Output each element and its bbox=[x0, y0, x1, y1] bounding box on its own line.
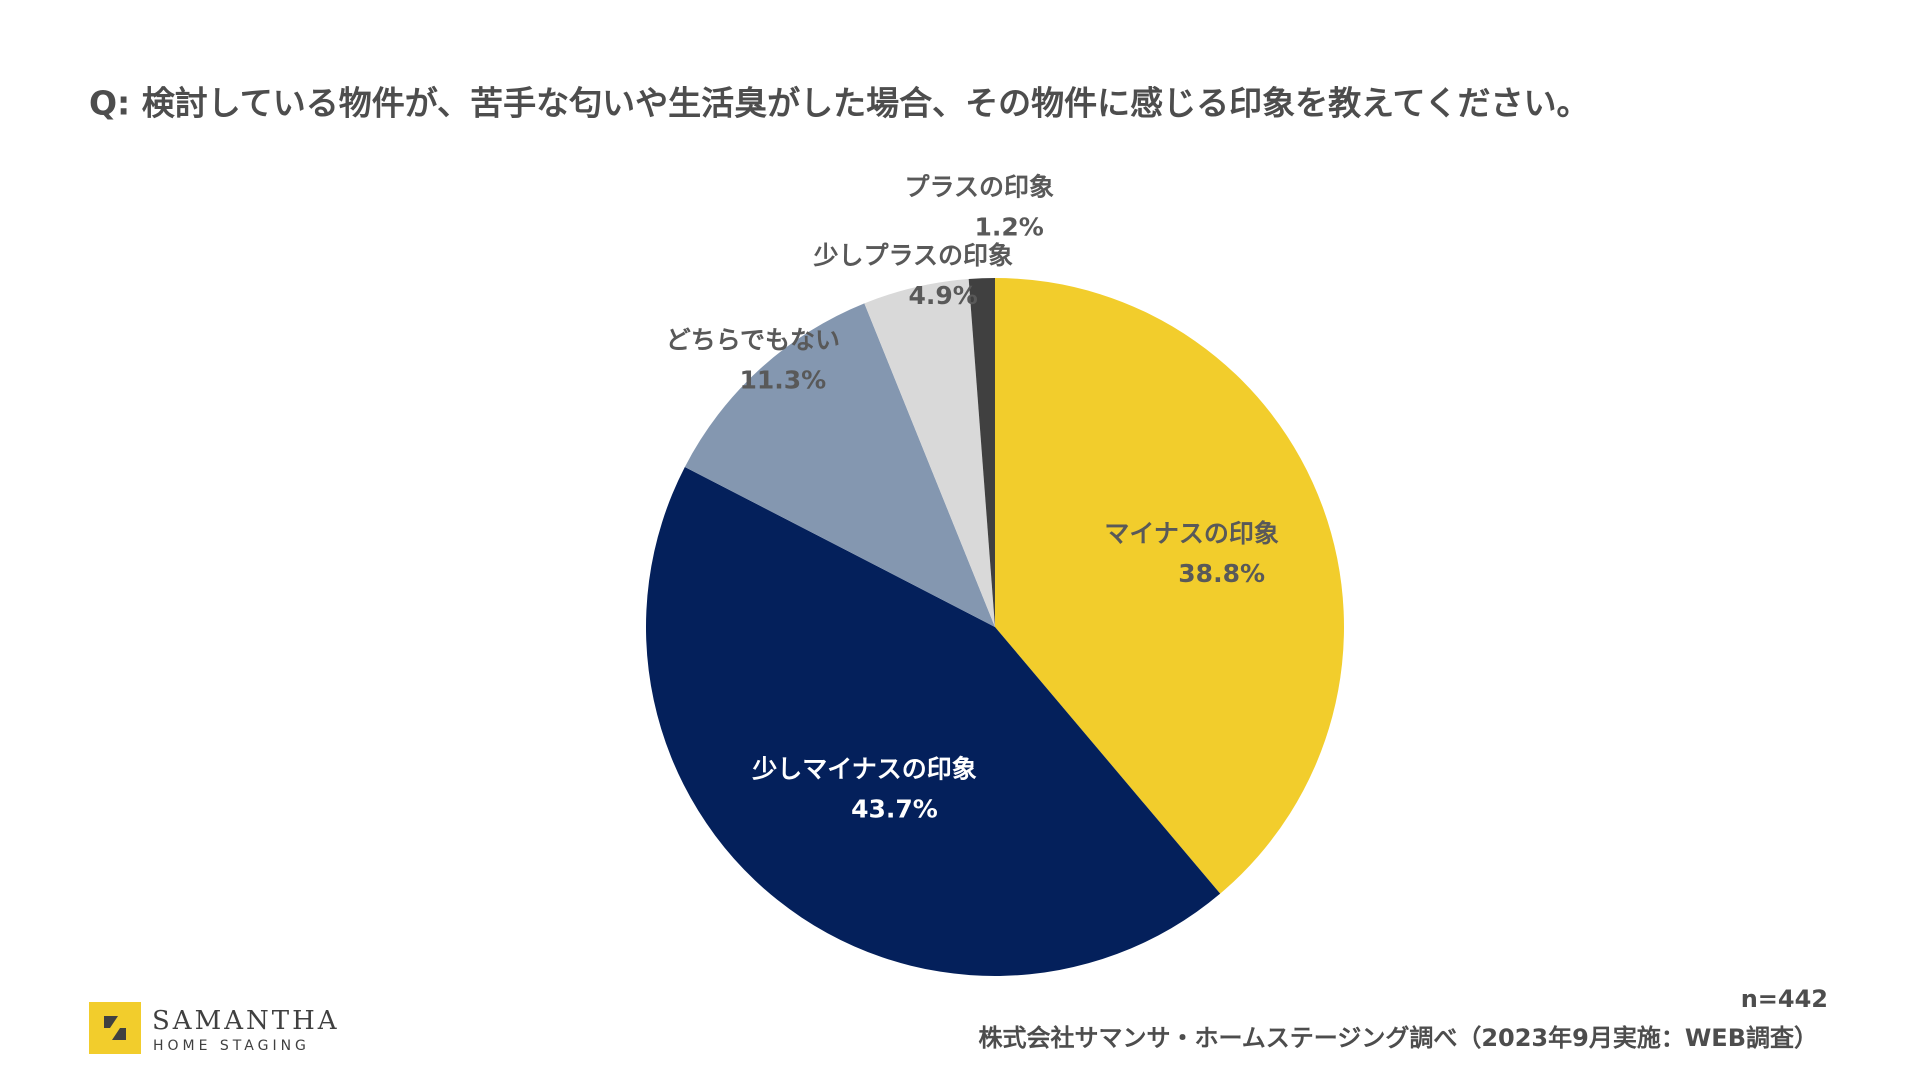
slice-value-label: 11.3% bbox=[740, 365, 827, 394]
slice-value-label: 38.8% bbox=[1178, 559, 1265, 588]
slice-label: 少しマイナスの印象 bbox=[751, 755, 977, 784]
pie-slice bbox=[646, 466, 1221, 976]
slice-value-label: 4.9% bbox=[909, 281, 978, 310]
chart-title: Q: 検討している物件が、苦手な匂いや生活臭がした場合、その物件に感じる印象を教… bbox=[89, 84, 1589, 123]
sample-size: n=442 bbox=[1741, 985, 1828, 1013]
logo-tagline: HOME STAGING bbox=[153, 1038, 310, 1054]
slice-label: どちらでもない bbox=[666, 325, 840, 354]
pie-slice bbox=[995, 278, 1344, 894]
pie-slice bbox=[684, 303, 995, 627]
logo-icon bbox=[104, 1016, 126, 1040]
slice-value-label: 43.7% bbox=[851, 795, 938, 824]
pie bbox=[646, 278, 1344, 976]
logo-box bbox=[89, 1002, 141, 1054]
pie-slice bbox=[864, 278, 995, 627]
slice-label: 少しプラスの印象 bbox=[812, 241, 1013, 270]
logo: SAMANTHA HOME STAGING bbox=[89, 1002, 340, 1054]
source: 株式会社サマンサ・ホームステージング調べ（2023年9月実施：WEB調査） bbox=[979, 1024, 1818, 1052]
slice-label: プラスの印象 bbox=[904, 172, 1054, 201]
slice-value-label: 1.2% bbox=[975, 212, 1044, 241]
logo-name: SAMANTHA bbox=[152, 1006, 340, 1036]
pie-slice bbox=[968, 278, 995, 627]
slice-label: マイナスの印象 bbox=[1104, 519, 1279, 548]
